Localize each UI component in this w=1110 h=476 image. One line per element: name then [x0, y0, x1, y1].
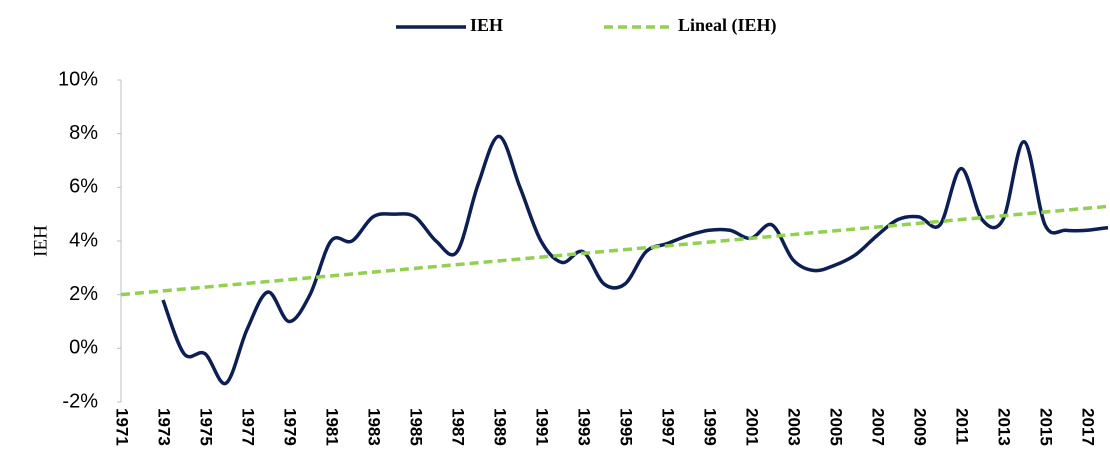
x-tick-label: 1971 — [113, 408, 132, 446]
legend-label: IEH — [470, 15, 503, 35]
legend-label: Lineal (IEH) — [678, 15, 777, 36]
series-line — [161, 134, 1109, 386]
x-tick-label: 1975 — [197, 408, 216, 446]
x-tick-label: 2015 — [1037, 408, 1056, 446]
y-tick-label: 4% — [69, 229, 98, 251]
trend-line — [120, 204, 1109, 297]
x-tick-label: 1999 — [701, 408, 720, 446]
x-tick-label: 1983 — [365, 408, 384, 446]
x-tick-label: 1979 — [281, 408, 300, 446]
x-tick-label: 2007 — [869, 408, 888, 446]
x-tick-label: 1991 — [533, 408, 552, 446]
x-tick-label: 2009 — [911, 408, 930, 446]
x-tick-label: 1989 — [491, 408, 510, 446]
x-tick-label: 2013 — [995, 408, 1014, 446]
x-tick-label: 2017 — [1079, 408, 1098, 446]
x-tick-label: 1973 — [155, 408, 174, 446]
x-tick-label: 2001 — [743, 408, 762, 446]
x-tick-label: 1981 — [323, 408, 342, 446]
x-tick-label: 1993 — [575, 408, 594, 446]
x-tick-label: 2005 — [827, 408, 846, 446]
y-tick-label: 0% — [69, 337, 98, 359]
x-tick-label: 1995 — [617, 408, 636, 446]
x-tick-label: 2011 — [953, 408, 972, 445]
x-tick-label: 1987 — [449, 408, 468, 446]
x-tick-label: 1977 — [239, 408, 258, 446]
y-tick-label: 8% — [69, 122, 98, 144]
y-tick-label: 2% — [69, 283, 98, 305]
x-tick-label: 1985 — [407, 408, 426, 446]
y-tick-label: 6% — [69, 176, 98, 198]
y-tick-label: -2% — [62, 390, 98, 412]
y-axis-label: IEH — [30, 225, 51, 257]
x-tick-label: 1997 — [659, 408, 678, 446]
y-tick-label: 10% — [58, 68, 98, 90]
x-tick-label: 2003 — [785, 408, 804, 446]
